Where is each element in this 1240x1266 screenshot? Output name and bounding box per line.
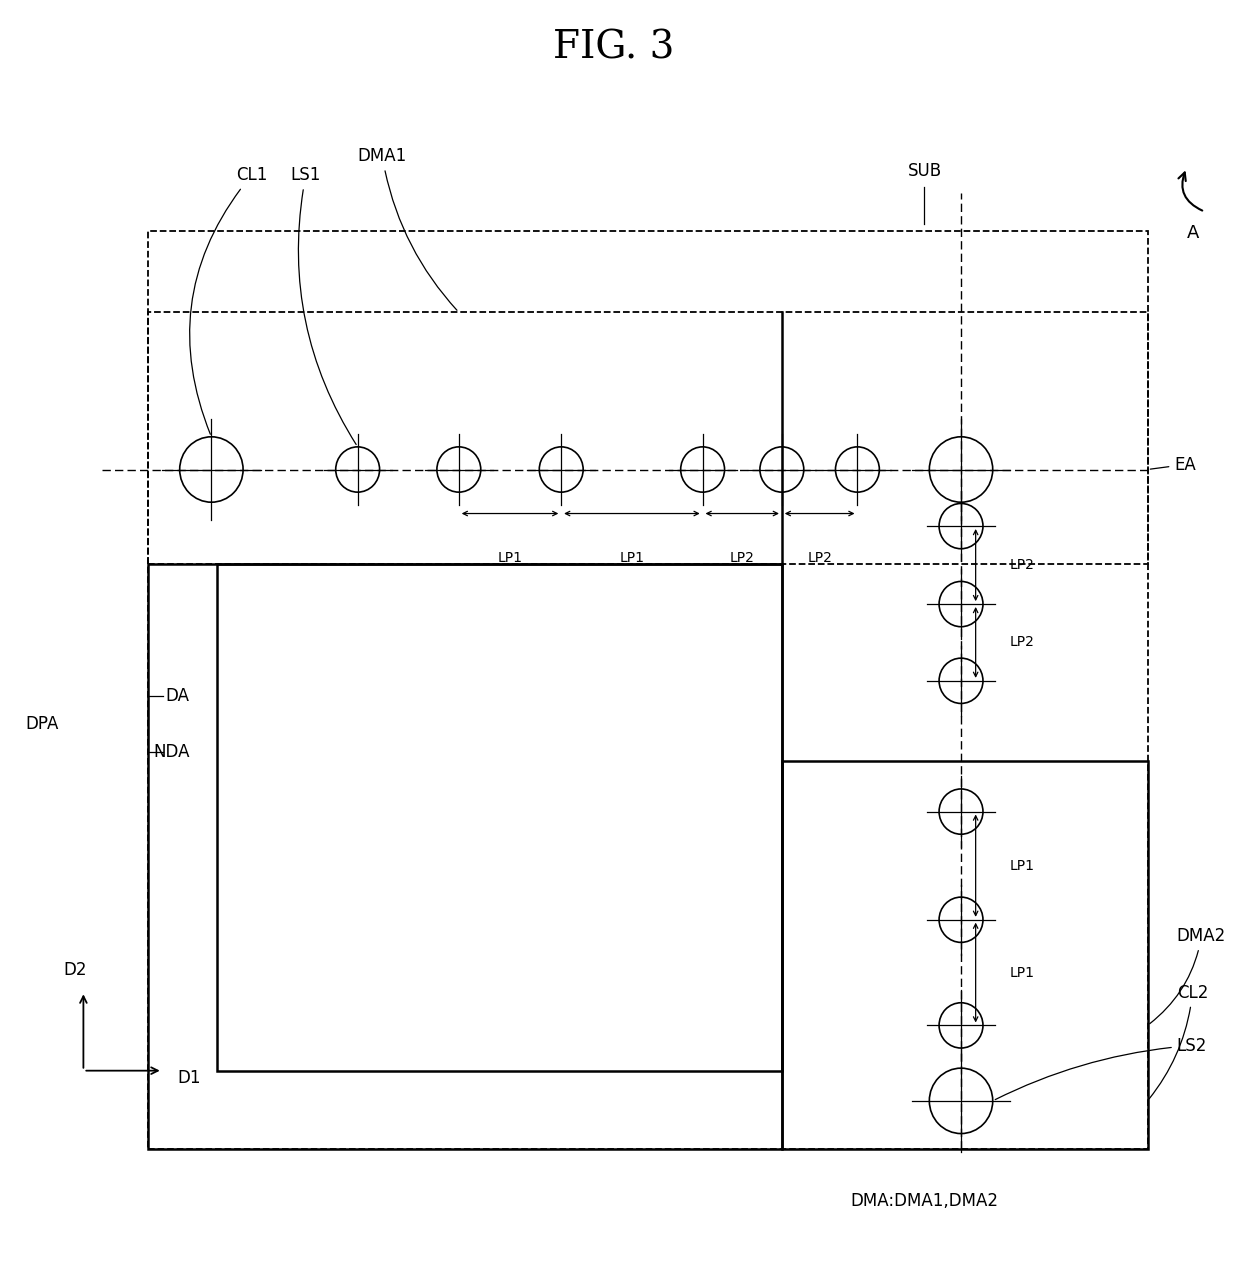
Bar	[148, 230, 1147, 1148]
Bar	[148, 563, 782, 1148]
Bar	[217, 563, 782, 1071]
Text: CL1: CL1	[190, 166, 267, 434]
Text: DA: DA	[165, 687, 188, 705]
Text: SUB: SUB	[908, 162, 941, 180]
Text: D1: D1	[177, 1070, 201, 1087]
Text: LP2: LP2	[807, 551, 832, 565]
Text: DMA:DMA1,DMA2: DMA:DMA1,DMA2	[851, 1193, 998, 1210]
Text: LP1: LP1	[1009, 858, 1035, 872]
Text: LP1: LP1	[497, 551, 522, 565]
Text: CL2: CL2	[1149, 984, 1208, 1099]
Bar	[148, 313, 1147, 563]
Text: D2: D2	[63, 961, 87, 979]
Text: LS2: LS2	[996, 1037, 1208, 1100]
Bar	[782, 761, 1147, 1148]
Text: LP2: LP2	[1009, 636, 1034, 649]
Text: A: A	[1187, 224, 1199, 242]
Text: DPA: DPA	[26, 715, 60, 733]
Text: LS1: LS1	[290, 166, 356, 444]
Text: DMA2: DMA2	[1149, 927, 1226, 1024]
Text: NDA: NDA	[153, 743, 190, 761]
Text: EA: EA	[1151, 456, 1197, 473]
Text: LP1: LP1	[620, 551, 645, 565]
Text: LP1: LP1	[1009, 966, 1035, 980]
Text: DMA1: DMA1	[357, 147, 458, 310]
Text: LP2: LP2	[1009, 558, 1034, 572]
Text: LP2: LP2	[730, 551, 755, 565]
Text: FIG. 3: FIG. 3	[553, 29, 675, 67]
